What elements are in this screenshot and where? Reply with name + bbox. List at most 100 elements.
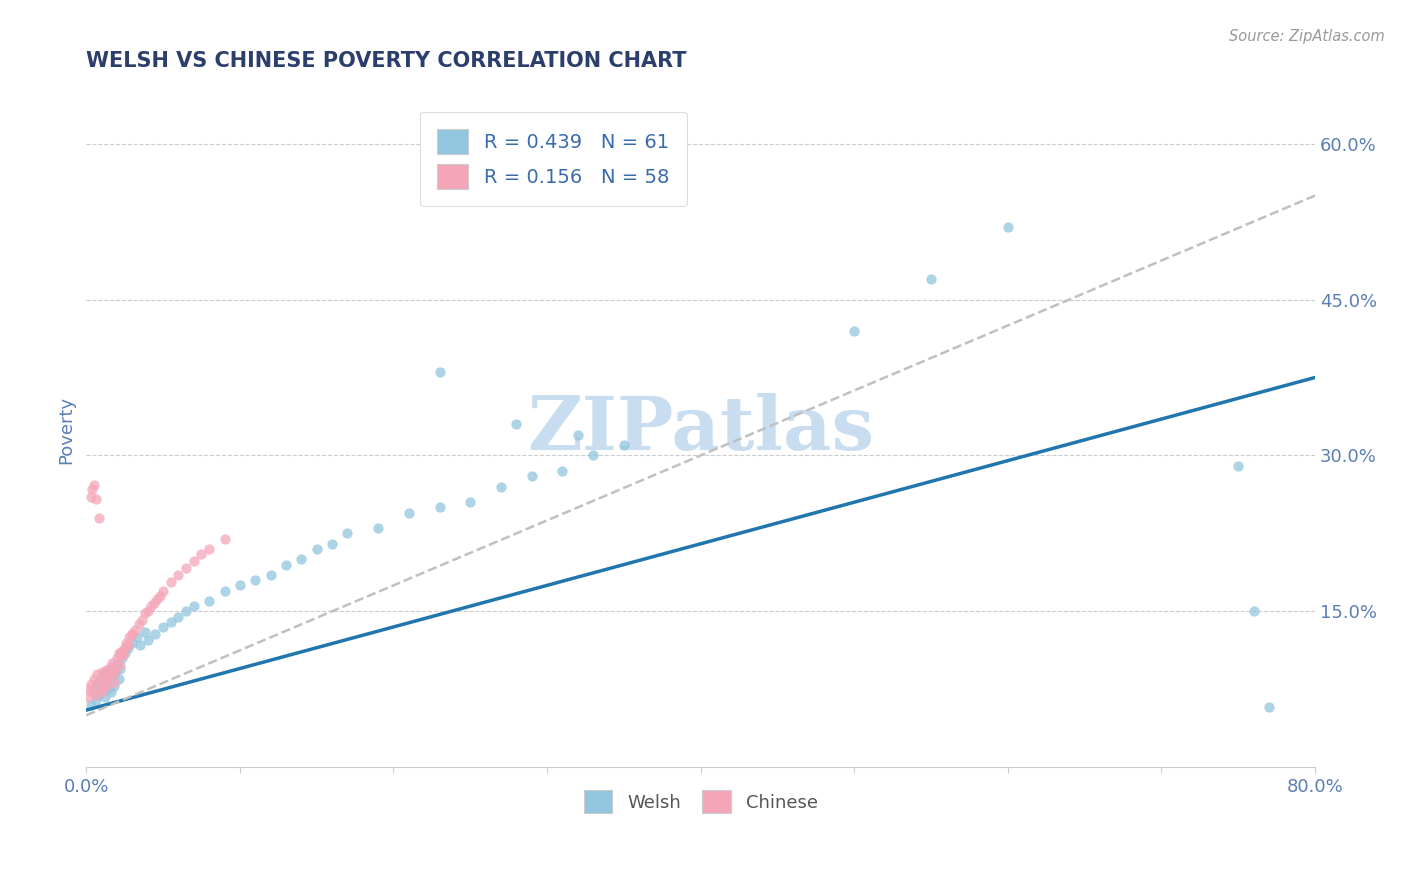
Point [117,638,139,652]
Point [98,661,121,675]
Point [84,688,107,702]
Point [80,490,103,504]
Point [367,521,389,535]
Point [117,640,139,655]
Point [98,666,121,681]
Point [100,685,122,699]
Point [136,604,159,618]
Point [125,631,148,645]
Point [121,627,143,641]
Point [142,596,165,610]
Point [83,682,105,697]
Point [80,677,103,691]
Point [93,690,115,704]
Point [145,627,167,641]
Point [87,679,110,693]
Point [183,554,205,568]
Point [398,506,420,520]
Point [87,688,110,702]
Point [259,568,281,582]
Point [89,672,111,686]
Point [82,482,104,496]
Point [567,427,589,442]
Point [110,651,132,665]
Point [118,631,141,645]
Point [129,638,152,652]
Point [997,219,1019,234]
Point [91,681,114,696]
Point [290,552,312,566]
Point [80,698,103,712]
Point [336,526,359,541]
Point [112,648,135,662]
Point [134,607,156,621]
Point [613,438,636,452]
Point [97,682,120,697]
Point [124,623,146,637]
Point [214,583,236,598]
Point [167,609,190,624]
Y-axis label: Poverty: Poverty [58,395,75,464]
Point [321,537,343,551]
Point [121,635,143,649]
Point [101,657,124,671]
Point [274,558,297,572]
Point [110,644,132,658]
Point [84,492,107,507]
Point [90,685,112,699]
Point [93,672,115,686]
Point [1257,700,1279,714]
Point [920,272,942,286]
Point [114,640,136,655]
Point [83,672,105,686]
Point [1243,604,1265,618]
Point [214,532,236,546]
Point [87,511,110,525]
Text: ZIPatlas: ZIPatlas [527,393,875,466]
Point [114,640,136,655]
Point [93,671,115,685]
Point [167,568,190,582]
Point [86,677,108,691]
Point [108,658,131,673]
Point [96,663,118,677]
Point [152,583,174,598]
Point [131,613,153,627]
Point [458,495,481,509]
Point [100,660,122,674]
Point [104,665,127,679]
Legend: Welsh, Chinese: Welsh, Chinese [575,781,827,822]
Point [159,615,181,629]
Point [183,599,205,614]
Point [86,666,108,681]
Point [1227,458,1250,473]
Point [103,661,125,675]
Point [84,692,107,706]
Point [429,365,451,379]
Point [115,635,138,649]
Point [174,560,197,574]
Point [844,324,866,338]
Point [83,477,105,491]
Point [174,604,197,618]
Point [105,657,128,671]
Point [89,673,111,688]
Point [103,679,125,693]
Point [76,690,98,704]
Point [97,678,120,692]
Point [91,666,114,681]
Point [79,682,101,697]
Point [82,685,104,699]
Text: Source: ZipAtlas.com: Source: ZipAtlas.com [1229,29,1385,44]
Point [198,594,221,608]
Point [152,620,174,634]
Point [159,575,181,590]
Point [429,500,451,515]
Point [114,646,136,660]
Point [90,665,112,679]
Point [101,669,124,683]
Point [105,651,128,665]
Text: WELSH VS CHINESE POVERTY CORRELATION CHART: WELSH VS CHINESE POVERTY CORRELATION CHA… [86,51,686,70]
Point [190,547,212,561]
Point [90,679,112,693]
